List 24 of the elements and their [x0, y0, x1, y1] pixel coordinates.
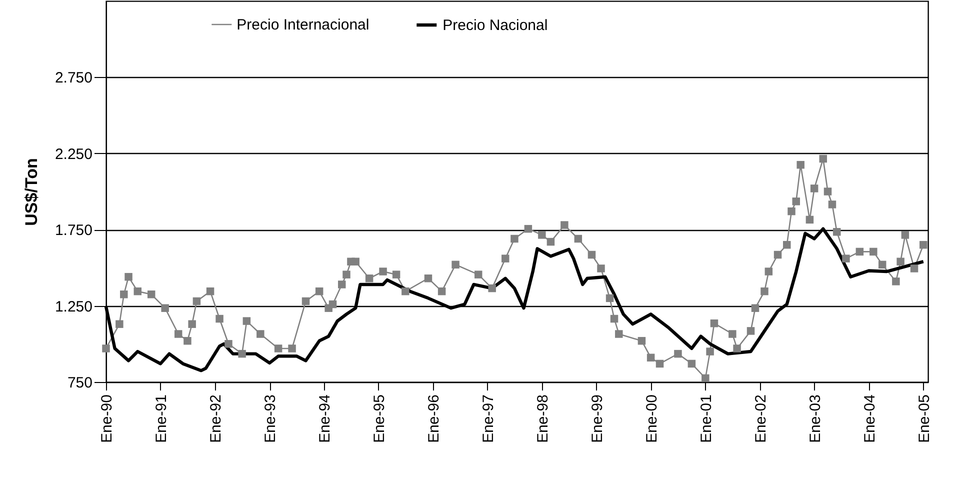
x-tick-label: Ene-92: [207, 394, 224, 443]
x-tick-label: Ene-93: [262, 394, 280, 443]
x-tick-label: Ene-98: [534, 394, 552, 443]
x-tick-label: Ene-99: [588, 394, 606, 443]
x-tick-label: Ene-01: [698, 394, 715, 443]
y-tick-label: 2.250: [54, 146, 92, 163]
legend-label: Precio Internacional: [236, 16, 370, 34]
legend-label: Precio Nacional: [442, 17, 548, 34]
x-tick-label: Ene-90: [98, 394, 116, 443]
y-tick-label: 1.750: [54, 222, 92, 240]
y-axis-title: US$/Ton: [22, 158, 41, 226]
x-tick-label: Ene-94: [316, 394, 334, 443]
y-tick-label: 2.750: [54, 70, 92, 87]
x-tick-label: Ene-97: [480, 394, 497, 443]
x-tick-label: Ene-95: [370, 394, 388, 443]
x-tick-label: Ene-04: [861, 394, 878, 443]
x-tick-label: Ene-96: [425, 394, 442, 443]
x-tick-label: Ene-02: [752, 394, 770, 443]
y-tick-label: 1.250: [54, 298, 92, 316]
x-tick-label: Ene-91: [152, 394, 170, 443]
y-tick-label: 750: [67, 374, 92, 392]
x-tick-label: Ene-03: [806, 394, 824, 443]
x-tick-label: Ene-00: [643, 394, 660, 443]
x-tick-label: Ene-05: [916, 394, 933, 443]
